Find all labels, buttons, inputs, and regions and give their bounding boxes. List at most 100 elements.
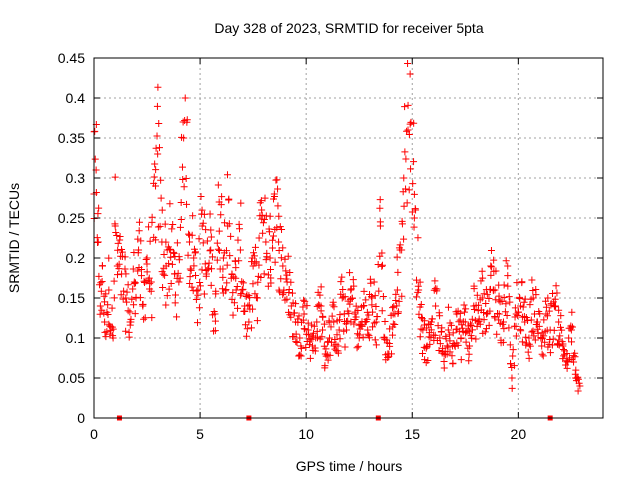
data-point <box>331 345 339 353</box>
data-point <box>370 278 378 286</box>
data-point <box>426 340 434 348</box>
data-point <box>120 287 128 295</box>
data-point <box>212 290 220 298</box>
data-point <box>376 204 384 212</box>
data-point <box>287 302 295 310</box>
data-point <box>557 312 565 320</box>
data-point <box>383 336 391 344</box>
data-point <box>259 219 267 227</box>
data-point <box>229 311 237 319</box>
data-point <box>159 270 167 278</box>
data-point <box>449 329 457 337</box>
data-point <box>183 116 191 124</box>
data-point <box>495 310 503 318</box>
data-point <box>555 318 563 326</box>
data-point <box>105 286 113 294</box>
data-point <box>136 294 144 302</box>
data-point <box>403 199 411 207</box>
data-point <box>117 291 125 299</box>
data-point <box>337 278 345 286</box>
data-point <box>161 220 169 228</box>
data-point <box>95 204 103 212</box>
data-point <box>151 160 159 168</box>
data-point <box>114 246 122 254</box>
data-point <box>440 364 448 372</box>
data-point <box>499 338 507 346</box>
data-point <box>276 223 284 231</box>
data-point <box>215 246 223 254</box>
data-point <box>551 295 559 303</box>
data-point <box>350 282 358 290</box>
data-point <box>470 305 478 313</box>
data-point <box>236 246 244 254</box>
data-point <box>431 277 439 285</box>
data-point <box>134 235 142 243</box>
data-point <box>173 239 181 247</box>
data-point <box>287 313 295 321</box>
data-point <box>241 307 249 315</box>
data-point <box>389 304 397 312</box>
data-point <box>162 238 170 246</box>
data-point <box>538 342 546 350</box>
data-point <box>491 312 499 320</box>
data-point <box>155 120 163 128</box>
data-point <box>410 158 418 166</box>
data-point <box>152 236 160 244</box>
data-point <box>204 265 212 273</box>
data-point <box>225 220 233 228</box>
data-point <box>545 307 553 315</box>
data-point <box>165 285 173 293</box>
data-point <box>177 198 185 206</box>
data-point <box>349 276 357 284</box>
data-point <box>140 315 148 323</box>
data-point <box>153 132 161 140</box>
data-point <box>499 320 507 328</box>
data-point <box>102 333 110 341</box>
y-tick-label: 0.3 <box>66 170 86 186</box>
data-point <box>369 308 377 316</box>
data-point <box>329 301 337 309</box>
data-point <box>495 296 503 304</box>
data-point <box>395 297 403 305</box>
data-point <box>299 316 307 324</box>
data-point <box>401 103 409 111</box>
data-point <box>387 350 395 358</box>
data-point <box>105 254 113 262</box>
data-point <box>424 356 432 364</box>
data-point <box>112 229 120 237</box>
data-point <box>508 374 516 382</box>
data-point <box>192 248 200 256</box>
data-point <box>487 271 495 279</box>
data-point <box>207 246 215 254</box>
data-point <box>396 246 404 254</box>
data-point <box>462 338 470 346</box>
data-point <box>479 274 487 282</box>
data-point <box>527 295 535 303</box>
data-point <box>468 315 476 323</box>
data-point <box>143 260 151 268</box>
data-point <box>141 314 149 322</box>
data-point <box>193 287 201 295</box>
data-point <box>393 253 401 261</box>
data-point <box>227 232 235 240</box>
data-point <box>96 302 104 310</box>
data-point <box>184 251 192 259</box>
data-point <box>378 307 386 315</box>
data-point <box>353 344 361 352</box>
data-point <box>274 185 282 193</box>
data-point <box>565 334 573 342</box>
data-point <box>393 302 401 310</box>
data-point <box>372 302 380 310</box>
data-point <box>571 353 579 361</box>
data-point <box>275 238 283 246</box>
data-point <box>197 193 205 201</box>
data-point <box>199 219 207 227</box>
data-point <box>336 335 344 343</box>
data-point <box>110 277 118 285</box>
data-point <box>425 333 433 341</box>
data-point <box>119 295 127 303</box>
data-point <box>574 375 582 383</box>
data-point <box>296 334 304 342</box>
data-point <box>235 257 243 265</box>
data-point <box>182 174 190 182</box>
